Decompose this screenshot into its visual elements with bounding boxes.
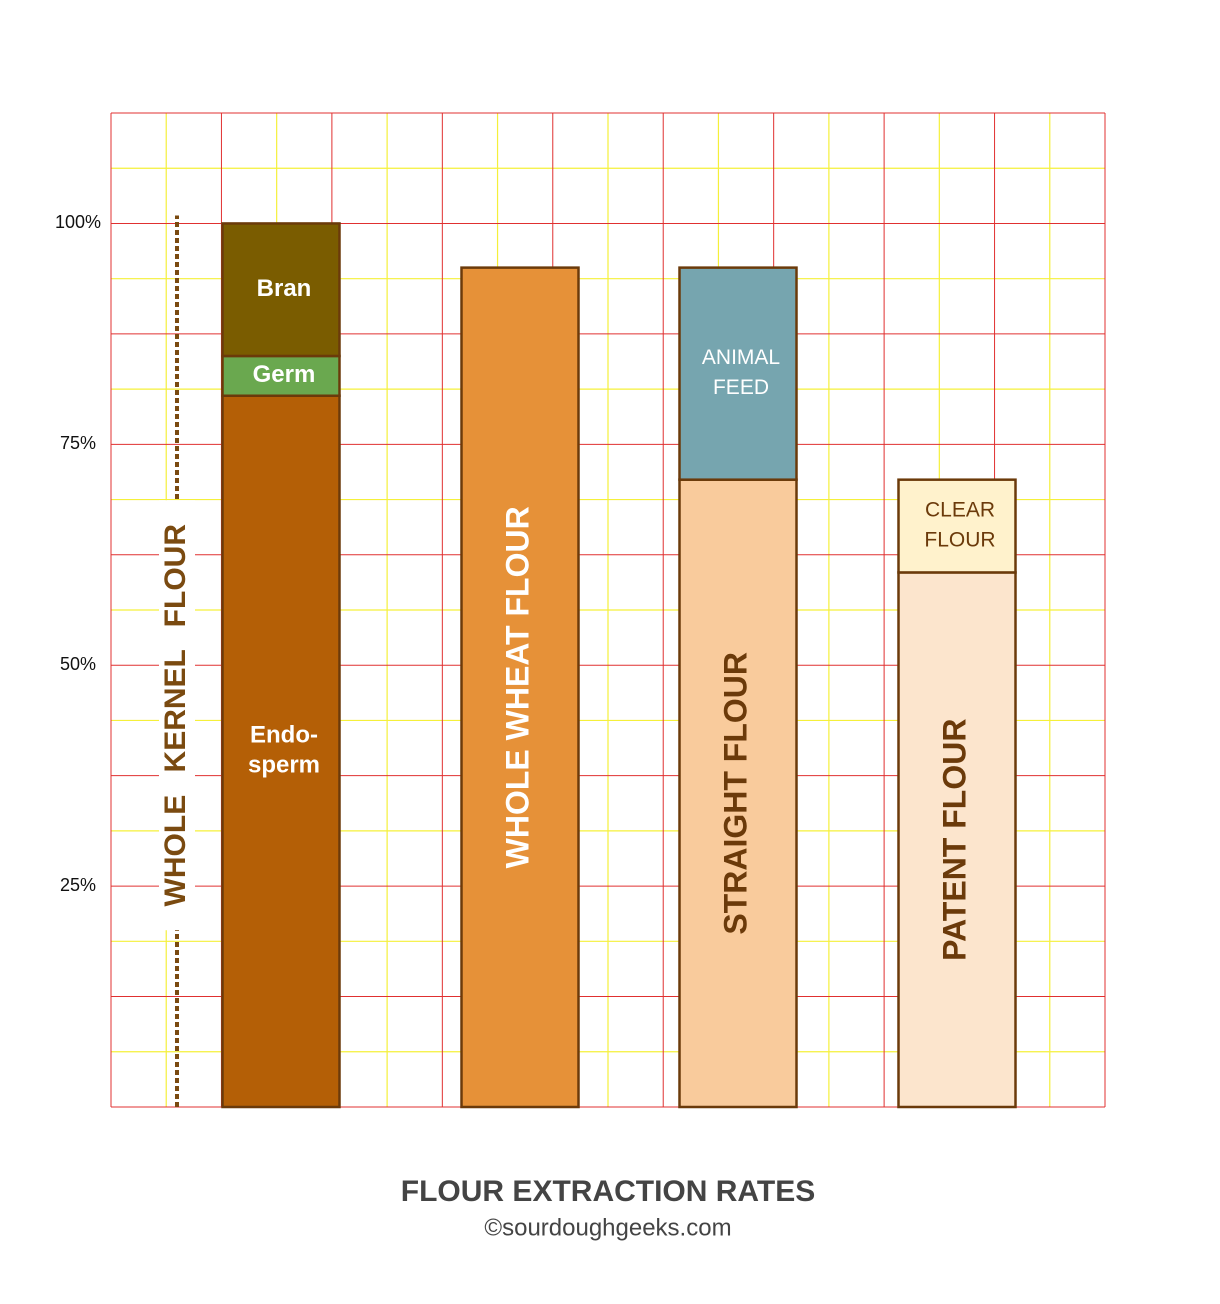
annotation-text: WHOLE KERNEL FLOUR — [159, 524, 192, 907]
bar-segment — [678, 478, 798, 1109]
segment-label: CLEAR — [925, 499, 995, 522]
y-tick-label: 75% — [60, 433, 96, 453]
bar-segment — [897, 478, 1017, 574]
segment-label: sperm — [248, 752, 320, 779]
chart-title: FLOUR EXTRACTION RATES — [401, 1175, 815, 1208]
y-tick-label: 100% — [55, 212, 101, 232]
segment-label: Germ — [253, 361, 316, 388]
segment-label: Endo- — [250, 722, 318, 749]
segment-label: PATENT FLOUR — [936, 719, 972, 961]
bar-segment — [897, 571, 1017, 1109]
annotation-bg — [159, 500, 195, 931]
chart-subtitle: ©sourdoughgeeks.com — [484, 1214, 731, 1241]
segment-label: STRAIGHT FLOUR — [717, 652, 753, 935]
bar-segment — [460, 266, 580, 1109]
y-tick-label: 50% — [60, 654, 96, 674]
segment-label: Bran — [257, 275, 312, 302]
bar-segment — [221, 394, 341, 1109]
bar-segment — [221, 222, 341, 358]
segment-label: ANIMAL — [702, 346, 780, 369]
bar-segment — [678, 266, 798, 481]
segment-label: WHOLE WHEAT FLOUR — [499, 506, 535, 868]
y-tick-label: 25% — [60, 875, 96, 895]
segment-label: FEED — [713, 376, 769, 399]
segment-label: FLOUR — [924, 529, 995, 552]
